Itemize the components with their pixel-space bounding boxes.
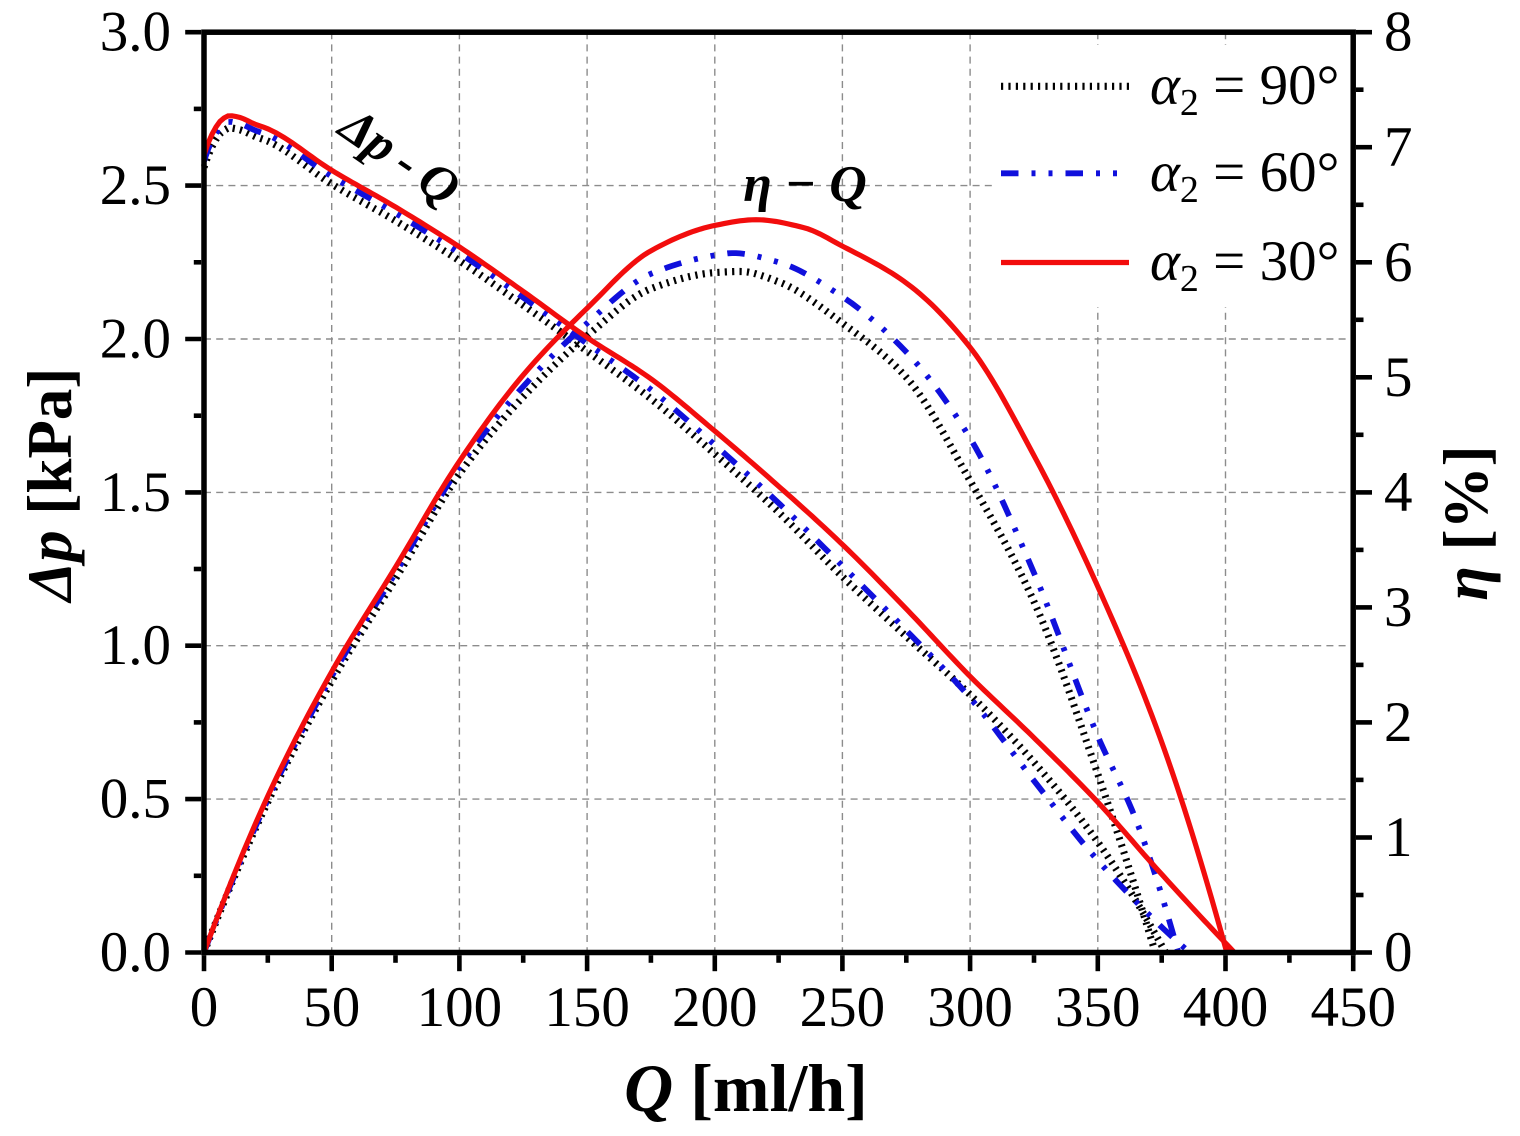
svg-text:50: 50 <box>303 976 360 1039</box>
svg-text:3.0: 3.0 <box>100 1 171 64</box>
svg-text:400: 400 <box>1183 976 1269 1039</box>
svg-text:150: 150 <box>544 976 630 1039</box>
svg-text:3: 3 <box>1384 576 1413 639</box>
svg-text:200: 200 <box>672 976 758 1039</box>
svg-text:2.0: 2.0 <box>100 308 171 371</box>
svg-text:Q [ml/h]: Q [ml/h] <box>624 1050 868 1126</box>
svg-text:6: 6 <box>1384 231 1413 294</box>
svg-text:η [%]: η [%] <box>1431 445 1501 600</box>
svg-text:7: 7 <box>1384 116 1413 179</box>
svg-text:0.5: 0.5 <box>100 768 171 831</box>
svg-text:100: 100 <box>417 976 503 1039</box>
svg-text:2: 2 <box>1384 691 1413 754</box>
svg-text:250: 250 <box>800 976 886 1039</box>
svg-text:α2 = 60°: α2 = 60° <box>1150 141 1339 211</box>
svg-text:0: 0 <box>1384 921 1413 984</box>
svg-text:η − Q: η − Q <box>743 156 867 213</box>
svg-text:Δp [kPa]: Δp [kPa] <box>15 368 85 605</box>
svg-text:350: 350 <box>1055 976 1141 1039</box>
svg-text:α2 = 90°: α2 = 90° <box>1150 54 1339 124</box>
svg-text:2.5: 2.5 <box>100 154 171 217</box>
svg-text:0.0: 0.0 <box>100 921 171 984</box>
svg-text:5: 5 <box>1384 346 1413 409</box>
svg-text:450: 450 <box>1310 976 1396 1039</box>
svg-text:1: 1 <box>1384 806 1413 869</box>
svg-text:4: 4 <box>1384 461 1413 524</box>
svg-text:α2 = 30°: α2 = 30° <box>1150 230 1339 300</box>
svg-text:0: 0 <box>190 976 219 1039</box>
svg-text:1.0: 1.0 <box>100 614 171 677</box>
svg-text:1.5: 1.5 <box>100 461 171 524</box>
svg-text:8: 8 <box>1384 1 1413 64</box>
svg-text:300: 300 <box>927 976 1013 1039</box>
